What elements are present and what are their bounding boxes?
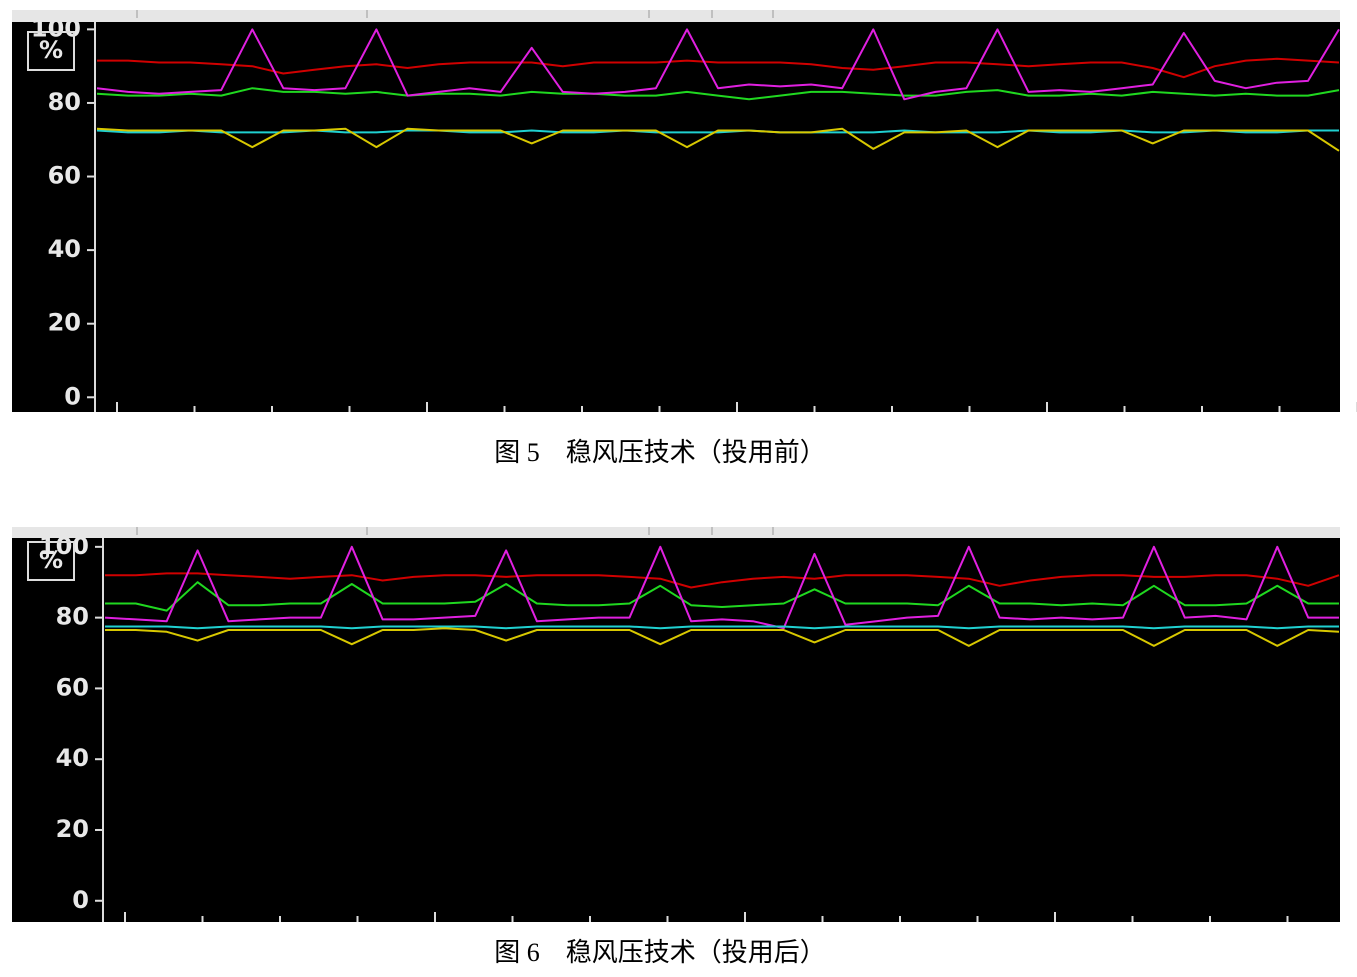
data-line [104,545,1339,630]
plot-background [12,22,1340,412]
top-strip [12,527,1340,538]
plot-background [12,538,1340,922]
data-line [105,625,1339,630]
y-tick-label: 40 [56,744,89,772]
y-tick-label: 60 [56,673,89,701]
data-line [96,87,1340,101]
top-strip [12,10,1340,22]
unit-label: % [39,546,63,574]
data-line [96,28,1340,101]
y-tick-label: 20 [56,815,89,843]
y-tick-label: 60 [48,162,81,190]
y-tick-label: 80 [56,603,89,631]
y-tick-label: 20 [48,309,81,337]
y-tick-label: 80 [48,88,81,116]
y-tick-label: 0 [72,886,89,914]
data-line [97,57,1340,79]
data-line [105,627,1340,647]
y-tick-label: 40 [48,235,81,263]
unit-box [27,541,75,581]
caption: 图 5 稳风压技术（投用前） [494,438,826,467]
data-line [105,581,1339,612]
caption: 图 6 稳风压技术（投用后） [494,938,826,967]
unit-box [27,31,75,71]
y-tick-label: 0 [64,382,81,410]
data-line [105,572,1340,589]
unit-label: % [39,36,63,64]
data-line [96,127,1340,152]
